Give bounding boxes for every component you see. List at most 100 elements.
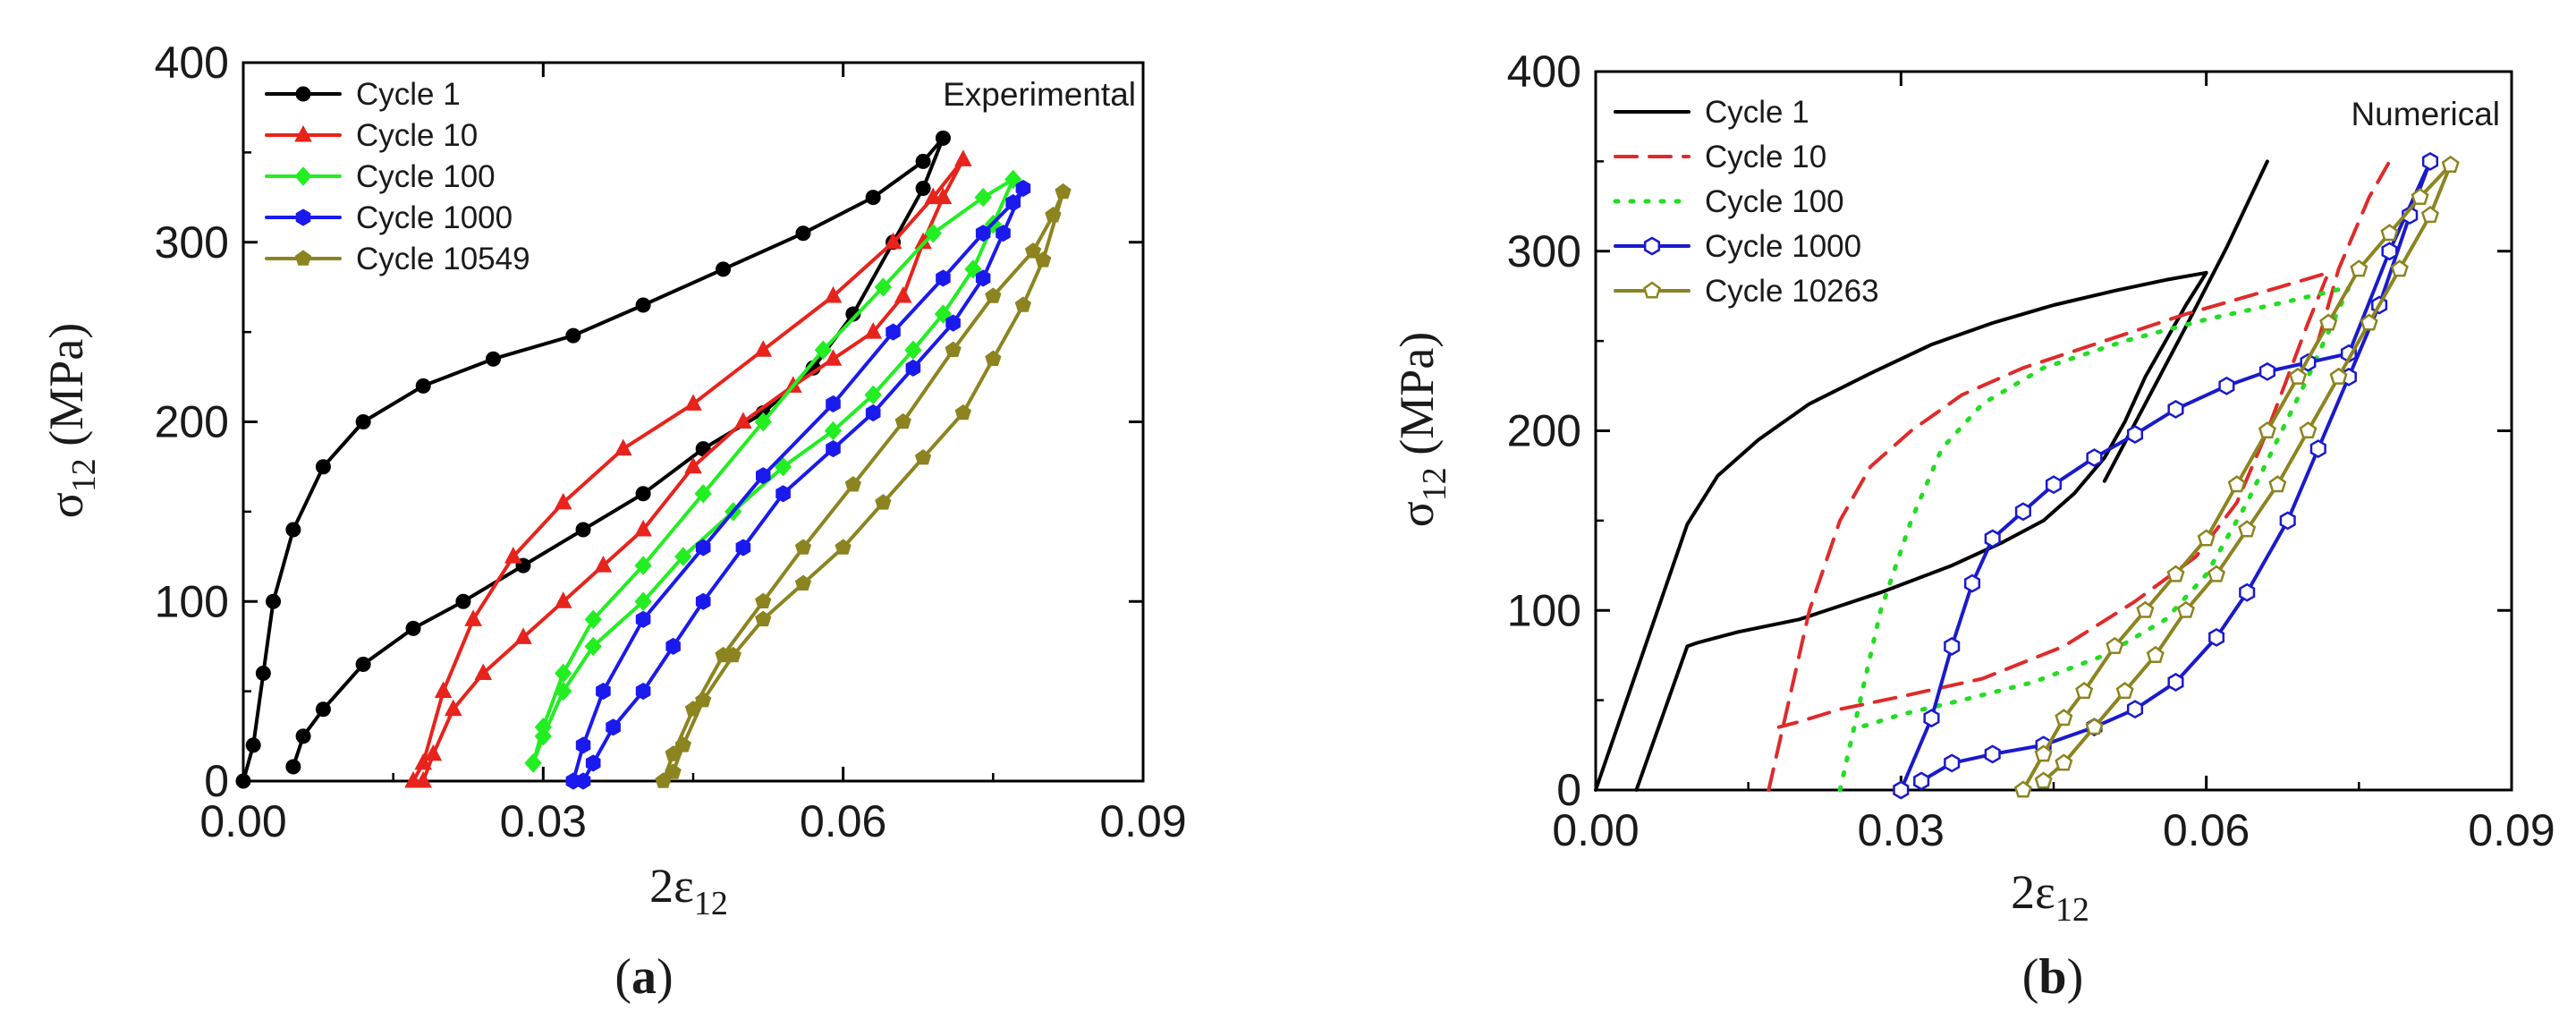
data-point [794, 539, 812, 555]
legend-label: Cycle 100 [356, 159, 496, 194]
data-point [2329, 367, 2348, 385]
data-point [694, 484, 712, 504]
x-tick-label: 0.09 [1099, 796, 1186, 846]
data-point [864, 322, 883, 339]
y-tick-label: 400 [1507, 47, 1581, 97]
series-line [571, 186, 1025, 783]
data-point [845, 306, 861, 322]
data-point [2207, 565, 2226, 582]
data-point [474, 663, 493, 681]
data-point [2034, 744, 2053, 762]
data-point [2380, 224, 2399, 242]
data-point [674, 547, 692, 566]
data-point [2034, 771, 2053, 789]
x-tick-label: 0.09 [2468, 805, 2555, 855]
legend-label: Cycle 10 [356, 118, 478, 153]
data-point [914, 448, 932, 465]
data-point [575, 522, 591, 538]
legend-label: Cycle 1000 [356, 200, 513, 235]
data-point [2319, 313, 2338, 331]
legend-marker [294, 124, 312, 142]
data-point [915, 153, 931, 169]
data-point [2258, 361, 2275, 381]
x-tick-label: 0.06 [2163, 805, 2250, 855]
data-point [954, 404, 971, 421]
data-point [2289, 367, 2308, 385]
data-point [1963, 573, 1981, 593]
data-point [584, 636, 602, 657]
series-line [1767, 270, 2331, 792]
legend-label: Cycle 10549 [356, 242, 530, 276]
data-point [886, 323, 901, 341]
series-cycle-1000 [565, 179, 1031, 790]
data-point [894, 285, 912, 303]
data-point [424, 743, 443, 761]
data-point [2350, 259, 2368, 277]
data-point [2075, 682, 2094, 700]
data-point [945, 341, 962, 357]
series-line [1837, 285, 2351, 793]
data-point [2258, 421, 2276, 439]
data-point [355, 657, 371, 673]
data-point [485, 351, 501, 367]
data-point [285, 759, 301, 775]
y-tick-label: 300 [155, 217, 229, 268]
data-point [464, 609, 482, 626]
data-point [734, 412, 752, 429]
data-point [665, 763, 682, 779]
data-point [865, 190, 881, 206]
legend-label: Cycle 1 [356, 77, 461, 112]
data-point [904, 340, 922, 360]
data-point [575, 736, 591, 754]
legend-label: Cycle 10 [1705, 140, 1826, 174]
data-point [2086, 448, 2103, 468]
data-point [635, 297, 651, 313]
legend-label: Cycle 10263 [1705, 274, 1879, 309]
data-point [1015, 179, 1031, 198]
data-point [2360, 313, 2378, 331]
data-point [2309, 439, 2326, 459]
data-point [2126, 700, 2144, 719]
data-point [434, 681, 453, 699]
series-cycle-1 [1594, 270, 2208, 792]
x-tick-label: 0.03 [1858, 805, 1945, 855]
panel-caption: (b) [2022, 949, 2083, 1005]
data-point [754, 412, 772, 432]
annotation-label: Experimental [943, 76, 1136, 113]
data-point [1055, 183, 1072, 200]
data-point [2115, 682, 2134, 700]
data-point [2218, 376, 2235, 395]
data-point [695, 592, 711, 610]
data-point [575, 772, 591, 790]
data-point [844, 476, 861, 492]
data-point [565, 327, 581, 344]
data-point [814, 340, 832, 360]
data-point [635, 486, 651, 502]
data-point [824, 285, 843, 303]
y-axis-label: σ12 (MPa) [39, 323, 103, 519]
data-point [444, 699, 462, 717]
data-point [1035, 251, 1052, 268]
data-point [2197, 529, 2216, 547]
data-point [1913, 771, 1930, 791]
data-point [1944, 753, 1961, 773]
data-point [414, 770, 433, 788]
data-point [775, 485, 791, 503]
data-point [2238, 520, 2257, 538]
data-point [935, 130, 951, 146]
legend-label: Cycle 1 [1705, 95, 1809, 130]
data-point [985, 350, 1002, 366]
data-point [864, 385, 882, 405]
data-point [584, 609, 602, 630]
series-line [1594, 270, 2208, 792]
data-point [414, 752, 433, 770]
data-point [634, 556, 652, 575]
data-point [865, 404, 881, 422]
data-point [534, 726, 553, 746]
data-point [2136, 600, 2155, 618]
data-point [635, 683, 651, 701]
data-point [974, 187, 992, 208]
data-point [2167, 399, 2184, 419]
data-point [2441, 155, 2460, 173]
data-point [2239, 582, 2256, 602]
